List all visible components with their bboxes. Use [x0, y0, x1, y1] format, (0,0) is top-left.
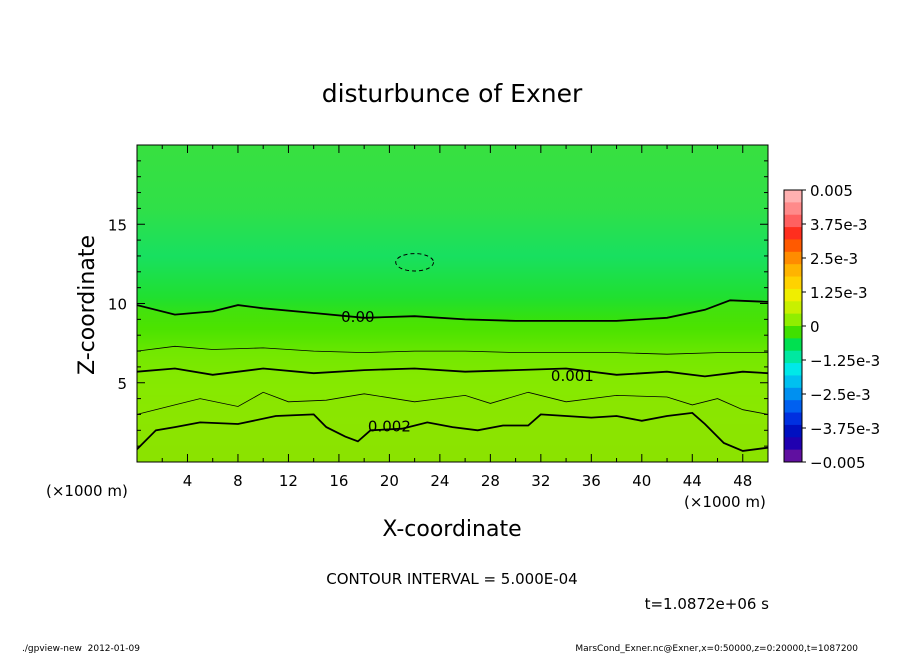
contour-interval-text: CONTOUR INTERVAL = 5.000E-04 — [326, 570, 577, 588]
colorbar-label: −3.75e-3 — [810, 420, 880, 438]
x-tick-label: 44 — [683, 472, 702, 490]
y-tick-labels: 5 10 15 — [108, 216, 127, 393]
colorbar-label: 2.5e-3 — [810, 250, 858, 268]
colorbar-swatch — [784, 363, 802, 376]
colorbar-swatch — [784, 387, 802, 401]
contour-line-0.0005 — [137, 345, 768, 355]
colorbar-swatch — [784, 288, 802, 302]
y-tick-label: 5 — [117, 375, 127, 393]
x-tick-label: 24 — [430, 472, 449, 490]
contour-labels: 0.00 0.001 0.002 — [341, 308, 594, 436]
contour-line-0 — [137, 299, 768, 322]
y-tick-label: 15 — [108, 216, 127, 234]
contour-line-negative — [395, 253, 435, 272]
x-unit-left: (×1000 m) — [46, 482, 128, 500]
colorbar-swatch — [784, 313, 802, 327]
y-axis-label: Z-coordinate — [75, 235, 100, 375]
colorbar-label: 1.25e-3 — [810, 284, 868, 302]
x-tick-label: 48 — [733, 472, 752, 490]
colorbar-swatch — [784, 214, 802, 228]
shaded-bands — [137, 300, 768, 462]
footer-right: MarsCond_Exner.nc@Exner,x=0:50000,z=0:20… — [575, 644, 858, 654]
colorbar-swatch — [784, 251, 802, 265]
axis-ticks — [137, 145, 768, 462]
colorbar-label: 3.75e-3 — [810, 216, 868, 234]
x-tick-label: 8 — [233, 472, 243, 490]
x-tick-label: 12 — [279, 472, 298, 490]
colorbar: 0.005 3.75e-3 2.5e-3 1.25e-3 0 −1.25e-3 −2.5e-… — [783, 182, 880, 472]
band-level-0 — [137, 300, 768, 462]
colorbar-swatch — [784, 326, 802, 339]
plot-frame — [136, 144, 769, 463]
colorbar-label: −1.25e-3 — [810, 352, 880, 370]
colorbar-swatch — [784, 227, 802, 240]
colorbar-swatch — [784, 412, 802, 426]
colorbar-swatch — [784, 437, 802, 451]
time-text: t=1.0872e+06 s — [645, 595, 770, 613]
x-tick-label: 16 — [329, 472, 348, 490]
x-tick-label: 32 — [531, 472, 550, 490]
x-tick-label: 20 — [380, 472, 399, 490]
contour-line-0.002 — [137, 411, 768, 452]
colorbar-swatch — [784, 350, 802, 364]
x-axis-label: X-coordinate — [382, 517, 521, 542]
colorbar-swatch — [784, 239, 802, 253]
chart-title: disturbunce of Exner — [322, 79, 583, 108]
x-tick-label: 4 — [183, 472, 193, 490]
footer-left: ./gpview-new 2012-01-09 — [22, 644, 140, 654]
x-unit-right: (×1000 m) — [684, 493, 766, 511]
colorbar-swatch — [784, 375, 802, 389]
contour-label: 0.001 — [551, 367, 594, 385]
x-tick-label: 40 — [632, 472, 651, 490]
colorbar-swatch — [784, 276, 802, 290]
contour-lines — [137, 253, 768, 452]
contour-label: 0.00 — [341, 308, 374, 326]
contour-line-0.0015 — [137, 391, 768, 415]
colorbar-swatch — [784, 338, 802, 352]
contour-label: 0.002 — [368, 418, 411, 436]
colorbar-swatch — [784, 424, 802, 438]
colorbar-swatch — [784, 190, 802, 203]
colorbar-label: 0.005 — [810, 182, 853, 200]
y-tick-label: 10 — [108, 296, 127, 314]
colorbar-swatch — [784, 400, 802, 414]
x-tick-label: 28 — [481, 472, 500, 490]
x-tick-labels: 4 8 12 16 20 24 28 32 36 40 44 48 — [183, 472, 753, 490]
colorbar-label: 0 — [810, 318, 820, 336]
plot-area — [136, 144, 769, 463]
colorbar-label: −2.5e-3 — [810, 386, 871, 404]
colorbar-swatch — [784, 449, 802, 463]
colorbar-swatch — [784, 202, 802, 216]
colorbar-swatch — [784, 264, 802, 278]
contour-line-0.001 — [137, 367, 768, 378]
colorbar-label: −0.005 — [810, 454, 866, 472]
colorbar-swatch — [784, 301, 802, 315]
x-tick-label: 36 — [582, 472, 601, 490]
